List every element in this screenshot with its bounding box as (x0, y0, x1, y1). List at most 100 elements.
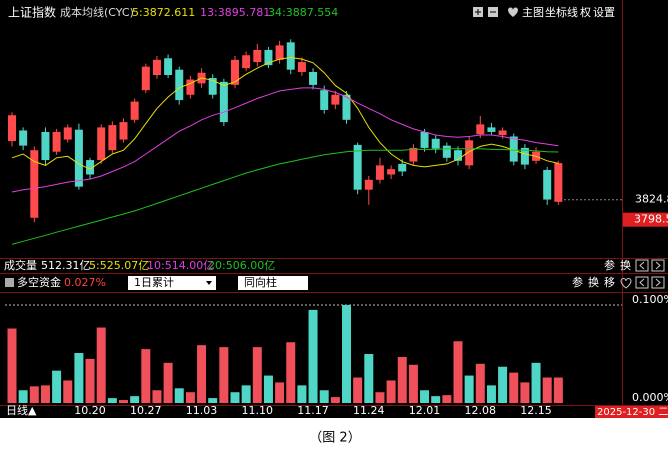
candle-body (242, 55, 251, 69)
dropdown-label: 1日累计 (134, 276, 174, 289)
candle-body (320, 90, 329, 110)
x-tick-label: 11.24 (353, 404, 385, 417)
candle-body (275, 45, 284, 60)
x-tick-label: 11.10 (242, 404, 274, 417)
indicator-header-icon[interactable] (5, 278, 14, 287)
legend-entry: 13:3895.781 (200, 6, 270, 19)
panel-title: 多空资金 (17, 275, 61, 289)
candle-body (231, 59, 239, 85)
toolbar-button: 权 (580, 6, 591, 19)
candle-body (487, 127, 496, 132)
ma-line (11, 87, 559, 193)
y-tick-label: 0.000% (632, 391, 671, 404)
period-label: 日线▲ (6, 403, 37, 417)
indicator-name: 成本均线(CYC) (60, 5, 134, 19)
bar (252, 347, 262, 403)
candle-body (253, 49, 262, 63)
bar (141, 349, 151, 403)
background (0, 0, 668, 418)
x-tick-label: 12.15 (520, 404, 552, 417)
bar (386, 380, 396, 403)
volume-label: 成交量 (4, 258, 37, 272)
bar (85, 358, 95, 403)
bar (7, 328, 17, 403)
bar (185, 392, 195, 403)
candle-body (543, 169, 552, 200)
x-tick-label: 10.27 (130, 404, 162, 417)
x-tick-label: 11.17 (297, 404, 329, 417)
date-label: 2025-12-30 二 (597, 407, 668, 418)
candle-body (364, 179, 373, 190)
last-price-box (623, 212, 668, 227)
volume-ma: 5:525.07亿 (89, 259, 149, 272)
candle-body (108, 125, 117, 151)
candle-body (498, 130, 507, 135)
candle-body (86, 160, 95, 175)
bar (431, 396, 441, 403)
candle-body (175, 69, 184, 101)
bar (107, 398, 117, 403)
tool-button: 换 (620, 258, 631, 272)
candle-body (141, 66, 150, 91)
candle-body (30, 150, 39, 218)
tool-button: 参 (604, 258, 615, 272)
ma-line (11, 148, 559, 245)
candle-body (520, 147, 529, 165)
candle-body (409, 147, 418, 162)
candle-body (297, 62, 306, 72)
bar (408, 364, 418, 403)
candle-body (264, 49, 273, 66)
bar (375, 392, 385, 403)
candle-body (74, 129, 83, 187)
legend-entry: 5:3872.611 (132, 6, 195, 19)
candle-body (186, 79, 195, 95)
bar (442, 395, 452, 403)
candle-body (97, 127, 106, 161)
dropdown-label: 同向柱 (244, 275, 277, 289)
bar (197, 345, 207, 403)
candle-body (398, 163, 407, 172)
toolbar-icons[interactable] (473, 7, 518, 17)
candle-body (152, 59, 161, 75)
frame (0, 0, 668, 406)
bar (18, 390, 28, 403)
bar (397, 356, 407, 403)
tool-button: 参 (572, 275, 583, 289)
bar (230, 392, 240, 403)
candle-body (375, 165, 384, 180)
last-price-label: 3798.5 (634, 213, 671, 226)
bar (520, 382, 530, 403)
candle-body (342, 94, 351, 120)
candle-body (219, 81, 228, 123)
bar (29, 386, 39, 403)
bar (475, 363, 485, 403)
bar (263, 375, 273, 403)
legend-entry: 34:3887.554 (268, 6, 338, 19)
chart-title: 上证指数 (8, 5, 56, 20)
bar (364, 354, 374, 403)
volume-value: 512.31亿 (41, 259, 91, 272)
bar (52, 370, 62, 403)
dropdowns[interactable] (128, 276, 308, 290)
candle-body (41, 131, 50, 161)
panel-value: 0.027% (64, 276, 106, 289)
x-tick-label: 10.20 (74, 404, 106, 417)
date-box (595, 406, 668, 418)
bar (353, 377, 363, 403)
candle-body (454, 150, 462, 161)
candle-body (387, 169, 396, 175)
candle-body (52, 131, 61, 152)
candle-body (63, 127, 72, 140)
bar (509, 372, 519, 403)
volume-ma: 10:514.00亿 (147, 259, 214, 272)
candle-body (431, 138, 440, 149)
bar (342, 305, 351, 403)
candle-body (19, 130, 28, 146)
toolbar-button: 坐标线 (545, 5, 578, 19)
bar (275, 382, 285, 403)
bar (208, 398, 218, 403)
nav-icons[interactable] (620, 259, 665, 289)
bar (553, 377, 563, 403)
candle-body (164, 58, 173, 75)
